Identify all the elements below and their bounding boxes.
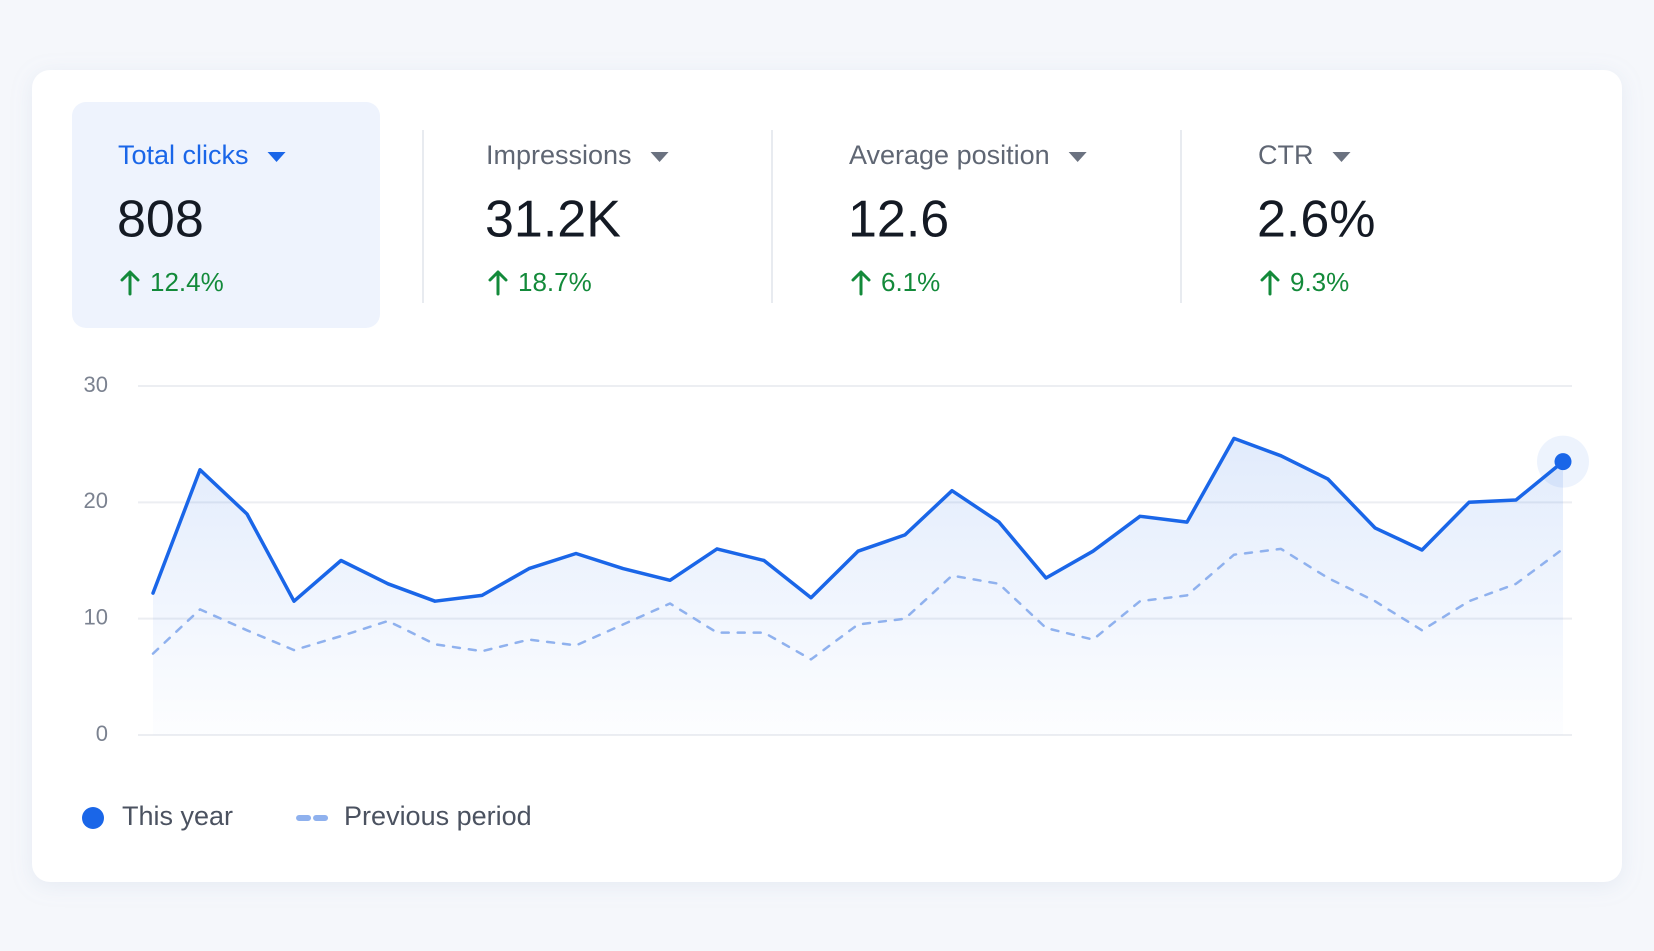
up-arrow bbox=[1260, 270, 1280, 296]
end-point bbox=[1554, 453, 1572, 471]
metric-change: 6.1% bbox=[881, 267, 940, 297]
dropdown-icon[interactable] bbox=[650, 152, 669, 162]
chart: 0 10 20 30 This year Previous period bbox=[82, 372, 1589, 831]
up-arrow bbox=[851, 270, 871, 296]
up-arrow bbox=[120, 270, 140, 296]
metric-change: 9.3% bbox=[1290, 267, 1349, 297]
dropdown-icon[interactable] bbox=[267, 152, 286, 162]
metric-label[interactable]: Total clicks bbox=[118, 140, 249, 170]
area bbox=[153, 438, 1563, 735]
metric-value: 2.6% bbox=[1257, 191, 1376, 249]
dropdown-icon[interactable] bbox=[1068, 152, 1087, 162]
legend-swatch bbox=[82, 807, 104, 829]
dropdown-icon[interactable] bbox=[1332, 152, 1351, 162]
series-line bbox=[151, 436, 1565, 603]
y-tick-label: 0 bbox=[96, 721, 108, 746]
up-arrow bbox=[488, 270, 508, 296]
metric-value: 31.2K bbox=[485, 191, 621, 249]
metric-change: 18.7% bbox=[518, 267, 592, 297]
y-tick-label: 20 bbox=[84, 488, 108, 513]
metric-label[interactable]: Average position bbox=[849, 140, 1050, 170]
metric-value: 808 bbox=[117, 191, 204, 249]
legend-label: This year bbox=[122, 801, 233, 831]
metric-label[interactable]: Impressions bbox=[486, 140, 632, 170]
metrics: Total clicks 808 12.4% Impressions 31.2K 18.7… bbox=[117, 140, 1376, 297]
legend-label: Previous period bbox=[344, 801, 532, 831]
metric-value: 12.6 bbox=[848, 191, 949, 249]
selected-tile[interactable] bbox=[72, 102, 380, 328]
y-tick-label: 30 bbox=[84, 372, 108, 397]
metric-label[interactable]: CTR bbox=[1258, 140, 1314, 170]
y-tick-label: 10 bbox=[84, 604, 108, 629]
dividers bbox=[422, 130, 1182, 303]
metric-change: 12.4% bbox=[150, 267, 224, 297]
